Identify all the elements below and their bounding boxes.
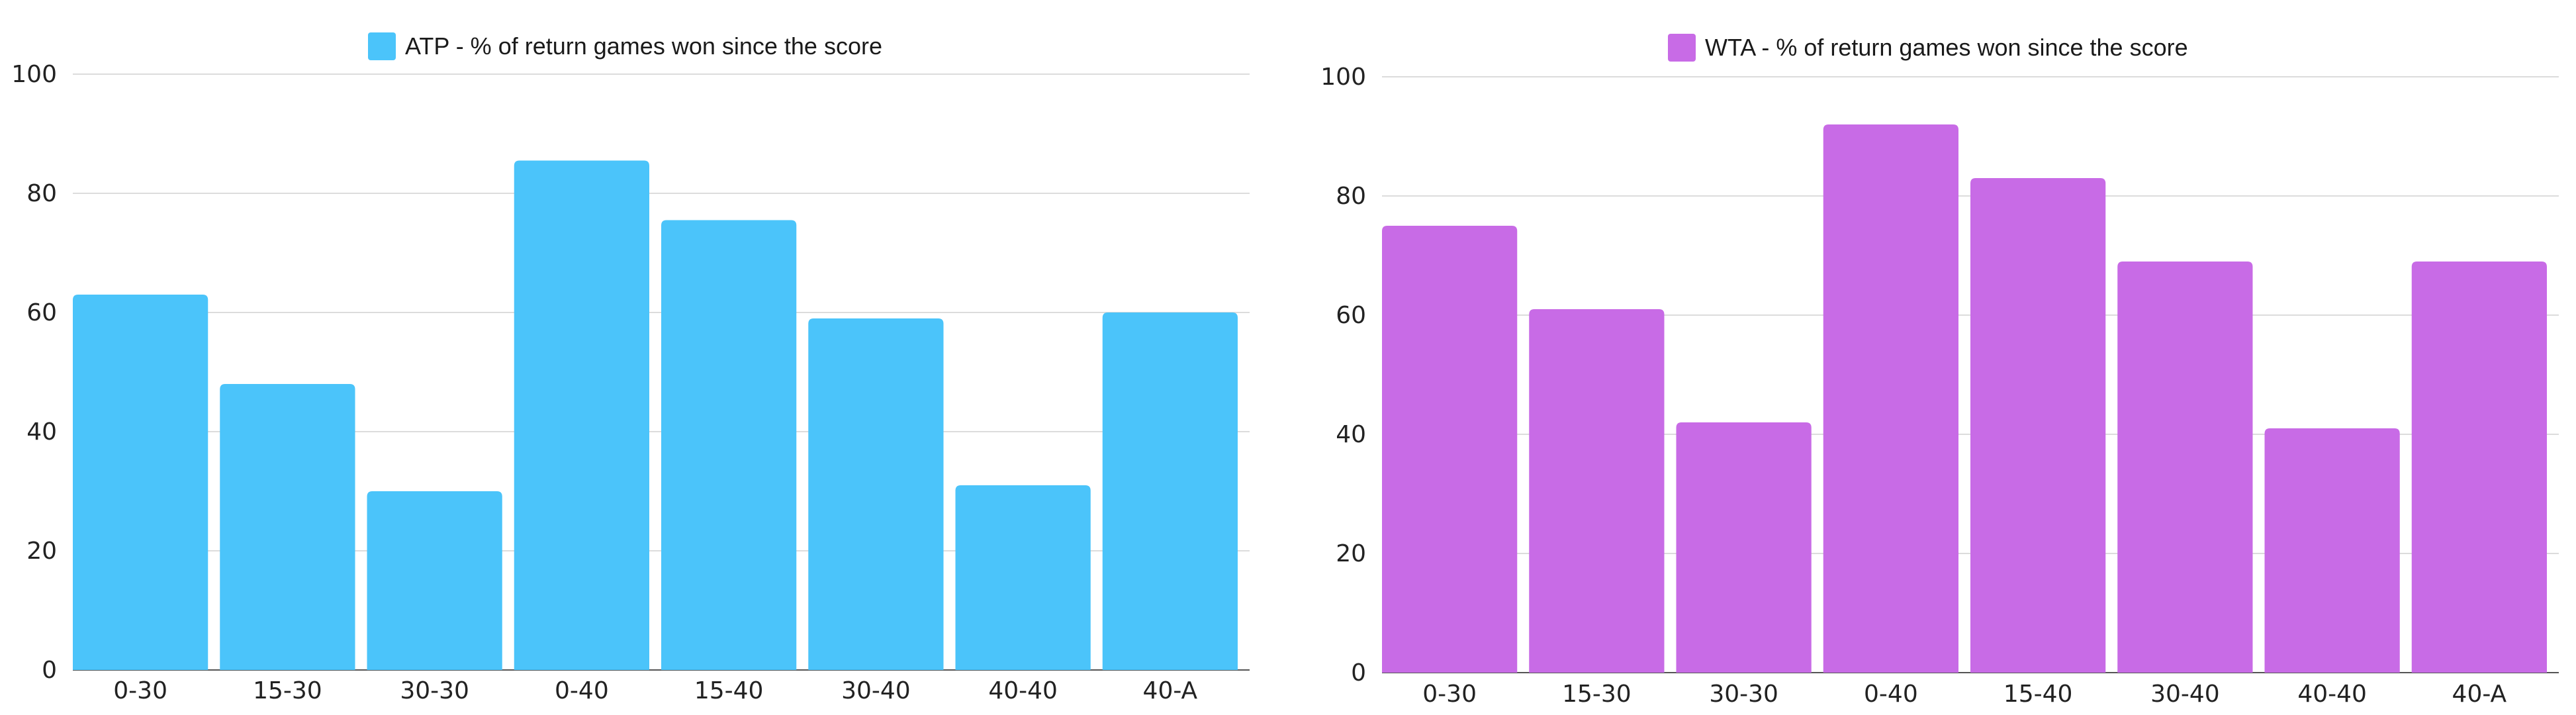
atp-bar-40-A[interactable] [1102, 312, 1238, 670]
atp-x-tick-label: 30-30 [400, 677, 469, 704]
wta-y-tick-label: 20 [1336, 540, 1366, 567]
wta-x-tick-label: 15-40 [2003, 681, 2073, 708]
atp-y-tick-labels: 0 20 40 60 80 100 [11, 61, 57, 684]
atp-legend[interactable]: ATP - % of return games won since the sc… [368, 32, 882, 60]
wta-legend-label: WTA - % of return games won since the sc… [1705, 34, 2188, 61]
atp-bar-30-40[interactable] [808, 318, 944, 670]
atp-x-tick-label: 40-A [1143, 677, 1198, 704]
atp-bar-40-40[interactable] [955, 485, 1091, 670]
wta-bar-0-30[interactable] [1382, 226, 1518, 673]
atp-bar-chart: ATP - % of return games won since the sc… [11, 32, 1250, 704]
wta-y-tick-label: 60 [1336, 302, 1366, 329]
wta-x-tick-label: 0-40 [1864, 681, 1918, 708]
wta-x-tick-label: 15-30 [1562, 681, 1632, 708]
atp-legend-swatch [368, 32, 396, 60]
wta-x-tick-label: 40-40 [2297, 681, 2367, 708]
wta-legend[interactable]: WTA - % of return games won since the sc… [1668, 34, 2188, 62]
atp-y-tick-label: 100 [11, 61, 57, 88]
atp-x-tick-label: 15-30 [253, 677, 322, 704]
wta-x-tick-label: 40-A [2452, 681, 2507, 708]
atp-y-tick-label: 20 [26, 538, 57, 565]
atp-y-tick-label: 60 [26, 299, 57, 326]
wta-y-tick-label: 0 [1351, 659, 1366, 687]
atp-bar-15-30[interactable] [220, 384, 355, 670]
wta-bar-chart: WTA - % of return games won since the sc… [1320, 34, 2559, 708]
wta-bar-30-40[interactable] [2117, 262, 2253, 673]
atp-y-tick-label: 80 [26, 180, 57, 207]
atp-x-tick-label: 15-40 [694, 677, 764, 704]
wta-x-tick-labels: 0-30 15-30 30-30 0-40 15-40 30-40 40-40 40-A [1422, 681, 2507, 708]
atp-x-tick-label: 0-30 [113, 677, 167, 704]
atp-x-tick-labels: 0-30 15-30 30-30 0-40 15-40 30-40 40-40 40-A [113, 677, 1197, 704]
atp-bar-0-40[interactable] [514, 160, 649, 671]
wta-bar-15-30[interactable] [1529, 309, 1665, 673]
wta-legend-swatch [1668, 34, 1696, 62]
wta-y-tick-label: 80 [1336, 183, 1366, 210]
atp-bar-0-30[interactable] [73, 295, 208, 670]
wta-x-tick-label: 30-30 [1709, 681, 1778, 708]
wta-bars [1382, 124, 2547, 673]
wta-y-tick-label: 40 [1336, 421, 1366, 448]
atp-bar-30-30[interactable] [367, 491, 502, 670]
wta-y-tick-label: 100 [1320, 64, 1366, 91]
atp-x-tick-label: 30-40 [841, 677, 911, 704]
wta-bar-40-40[interactable] [2264, 428, 2400, 673]
atp-y-tick-label: 0 [42, 657, 57, 684]
wta-x-tick-label: 30-40 [2150, 681, 2220, 708]
wta-bar-30-30[interactable] [1676, 422, 1812, 673]
atp-bars [73, 160, 1238, 671]
wta-chart-panel: WTA - % of return games won since the sc… [1288, 0, 2576, 715]
wta-y-tick-labels: 0 20 40 60 80 100 [1320, 64, 1366, 687]
atp-legend-label: ATP - % of return games won since the sc… [405, 32, 882, 60]
wta-bar-0-40[interactable] [1823, 124, 1958, 673]
wta-x-tick-label: 0-30 [1422, 681, 1477, 708]
atp-x-tick-label: 40-40 [988, 677, 1058, 704]
atp-chart-panel: ATP - % of return games won since the sc… [11, 32, 1250, 704]
wta-bar-15-40[interactable] [1970, 178, 2106, 673]
wta-bar-40-A[interactable] [2411, 262, 2547, 673]
atp-bar-15-40[interactable] [661, 220, 797, 671]
atp-x-tick-label: 0-40 [555, 677, 609, 704]
atp-y-tick-label: 40 [26, 418, 57, 446]
